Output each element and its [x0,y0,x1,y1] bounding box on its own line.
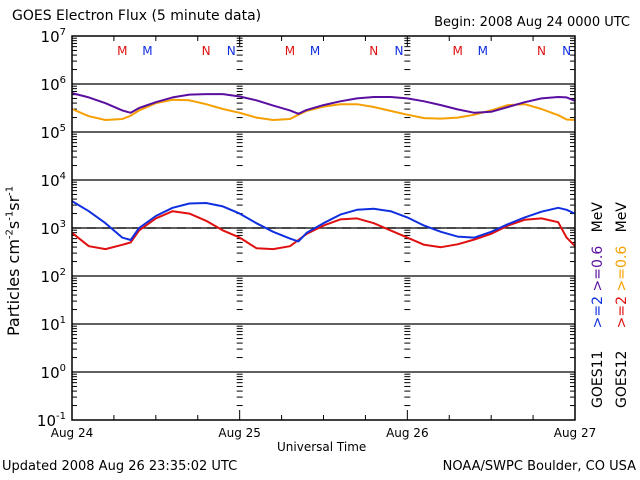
series-line-goes12-2-mev [71,210,576,251]
event-marker-m: M [142,44,152,58]
legend-goes11-unit: MeV [590,202,606,233]
y-tick-label: 106 [41,75,66,94]
legend-goes12-ch2: >=0.6 [614,245,630,292]
x-tick-label: Aug 25 [218,426,261,440]
x-tick-label: Aug 26 [386,426,429,440]
event-marker-n: N [369,44,378,58]
y-tick-label: 103 [41,219,66,238]
y-tick-label: 107 [41,27,66,46]
legend-goes11-name: GOES11 [590,350,606,408]
series-line-goes11-2-mev [71,200,576,243]
legend-goes11-ch2: >=0.6 [590,245,606,292]
legend-goes12: GOES12 >=2 >=0.6 MeV [614,202,630,408]
event-marker-m: M [310,44,320,58]
legend-goes12-ch1: >=2 [614,295,630,329]
y-tick-label: 10-1 [37,411,66,430]
y-tick-label: 102 [41,267,66,286]
legend-goes11: GOES11 >=2 >=0.6 MeV [590,202,606,408]
event-marker-n: N [394,44,403,58]
y-tick-label: 100 [41,363,66,382]
chart-title: GOES Electron Flux (5 minute data) [12,8,262,24]
x-tick-label: Aug 24 [51,426,94,440]
y-tick-label: 104 [41,171,66,190]
series-line-goes12-0-6-mev [71,98,576,121]
event-marker-n: N [202,44,211,58]
legend-goes12-unit: MeV [614,202,630,233]
event-marker-n: N [227,44,236,58]
series-lines [71,92,576,251]
x-tick-labels: Aug 24 Aug 25 Aug 26 Aug 27 [51,426,597,440]
x-tick-label: Aug 27 [554,426,597,440]
series-line-goes11-0-6-mev [71,92,576,115]
event-marker-n: N [562,44,571,58]
event-marker-m: M [452,44,462,58]
legend-goes12-name: GOES12 [614,350,630,408]
event-marker-m: M [285,44,295,58]
legend-goes11-ch1: >=2 [590,295,606,329]
event-marker-m: M [478,44,488,58]
event-marker-n: N [537,44,546,58]
updated-timestamp: Updated 2008 Aug 26 23:35:02 UTC [2,459,238,474]
x-axis-label: Universal Time [277,440,367,454]
axis-ticks [71,36,576,420]
grid-lines [72,83,575,373]
y-tick-labels: 107 106 105 104 103 102 101 100 10-1 [37,27,66,430]
y-tick-label: 101 [41,315,66,334]
begin-time-label: Begin: 2008 Aug 24 0000 UTC [434,15,630,30]
y-tick-label: 105 [41,123,66,142]
plot-frame [71,35,576,421]
event-marker-m: M [117,44,127,58]
credit-label: NOAA/SWPC Boulder, CO USA [442,459,636,474]
